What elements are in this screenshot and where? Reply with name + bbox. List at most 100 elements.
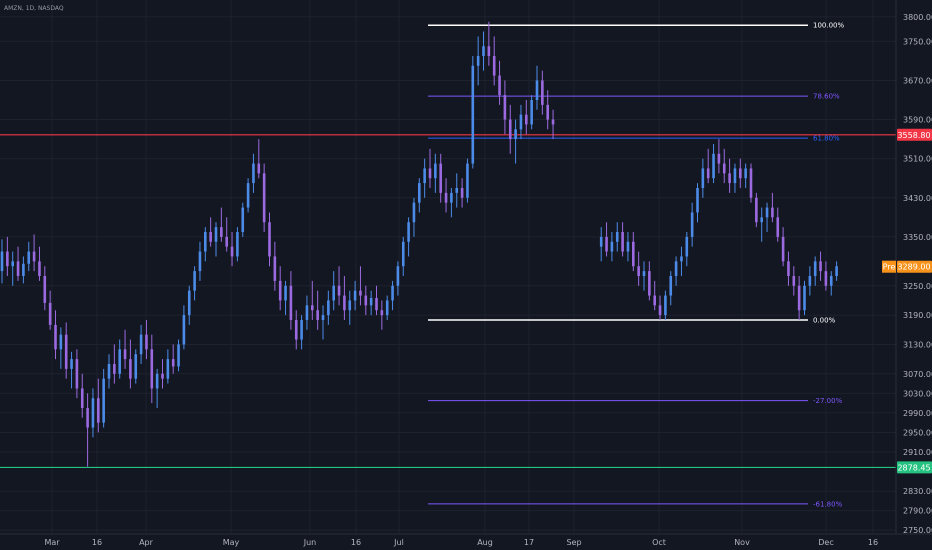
price-axis-tags: 3558.80 2878.45 Pre 3289.00 xyxy=(882,128,932,474)
candle-body xyxy=(54,324,57,350)
candle-body xyxy=(118,349,121,374)
grid-layer xyxy=(0,0,896,534)
candle-body xyxy=(257,163,261,174)
candle-body xyxy=(59,334,63,350)
candle-body xyxy=(739,168,742,179)
candle-body xyxy=(177,344,180,367)
y-tick-label: 3590.00 xyxy=(903,116,932,125)
candle-body xyxy=(487,46,491,56)
candle-body xyxy=(198,251,202,272)
candle-body xyxy=(535,80,539,100)
candle-body xyxy=(22,263,25,276)
candle-body xyxy=(262,173,266,223)
time-axis-ticks: Mar 16 Apr May Jun 16 Jul Aug 17 Sep Oct Nov Dec 16 xyxy=(44,538,878,547)
resistance-price-tag xyxy=(897,128,932,141)
candle-body xyxy=(327,300,330,316)
fib-level-label: 100.00% xyxy=(813,22,844,30)
candle-body xyxy=(412,202,416,223)
candle-body xyxy=(653,295,656,306)
candle-body xyxy=(781,236,785,262)
candle-body xyxy=(380,310,384,316)
candle-body xyxy=(284,285,287,301)
x-tick-label: Dec xyxy=(818,538,833,547)
candle-body xyxy=(16,261,20,276)
candle-body xyxy=(252,163,255,184)
candle-body xyxy=(150,349,154,389)
y-tick-label: 3670.00 xyxy=(903,76,932,85)
candle-body xyxy=(771,207,774,218)
candle-body xyxy=(305,305,309,320)
candle-body xyxy=(187,290,191,316)
candle-body xyxy=(171,359,175,367)
fibonacci-retracement[interactable]: 100.00% 78.60% 61.80% 0.00% -27.00% -61.80% xyxy=(428,22,844,509)
fib-level-label: -61.80% xyxy=(813,500,843,508)
candle-body xyxy=(337,285,341,296)
candle-body xyxy=(519,114,523,130)
candle-body xyxy=(690,212,694,237)
candle-body xyxy=(48,302,52,325)
candle-body xyxy=(246,183,250,208)
candle-body xyxy=(765,207,769,218)
y-tick-label: 3190.00 xyxy=(903,311,932,320)
candle-body xyxy=(514,129,517,140)
candle-body xyxy=(353,290,357,301)
x-tick-label: Oct xyxy=(652,538,666,547)
candle-body xyxy=(278,280,282,301)
fib-level-label: 0.00% xyxy=(813,317,836,325)
candle-body xyxy=(43,276,47,303)
candle-body xyxy=(332,285,335,301)
candle-body xyxy=(193,271,196,291)
candle-body xyxy=(615,232,619,242)
candle-body xyxy=(450,192,453,203)
candle-body xyxy=(605,236,608,252)
candle-body xyxy=(289,285,293,320)
candle-body xyxy=(434,163,437,179)
candle-body xyxy=(391,285,394,301)
y-tick-label: 3430.00 xyxy=(903,194,932,203)
candle-body xyxy=(824,271,828,286)
pre-market-badge xyxy=(882,260,896,273)
candle-body xyxy=(155,373,159,389)
candle-body xyxy=(706,168,710,179)
candle-body xyxy=(209,232,212,242)
candle-body xyxy=(241,207,245,232)
y-tick-label: 2750.00 xyxy=(903,526,932,535)
x-tick-label: Mar xyxy=(44,538,60,547)
candle-body xyxy=(471,65,475,164)
x-tick-label: 16 xyxy=(351,538,361,547)
candle-body xyxy=(166,359,170,379)
support-price-tag xyxy=(897,461,932,474)
candle-body xyxy=(348,300,352,311)
candle-body xyxy=(733,168,737,184)
candle-body xyxy=(273,256,277,281)
candle-body xyxy=(91,398,95,428)
candle-body xyxy=(401,241,405,267)
candle-body xyxy=(123,349,127,360)
candle-body xyxy=(64,334,68,369)
candle-body xyxy=(439,163,442,193)
candle-body xyxy=(407,222,410,242)
candle-body xyxy=(145,334,148,350)
y-tick-label: 2790.00 xyxy=(903,507,932,516)
time-axis-panel[interactable] xyxy=(0,534,932,550)
candle-body xyxy=(503,95,507,120)
candle-body xyxy=(423,168,426,184)
candle-body xyxy=(525,114,528,125)
candle-body xyxy=(102,378,105,423)
candle-body xyxy=(364,295,368,306)
candle-body xyxy=(728,173,731,184)
candle-body xyxy=(97,398,100,423)
candle-body xyxy=(648,271,651,296)
fib-level-label: -27.00% xyxy=(813,397,843,405)
y-tick-label: 3130.00 xyxy=(903,340,932,349)
candle-body xyxy=(776,217,780,237)
y-tick-label: 2950.00 xyxy=(903,428,932,437)
x-tick-label: Nov xyxy=(734,538,750,547)
candle-body xyxy=(6,251,9,267)
support-price-label: 2878.45 xyxy=(897,463,930,472)
y-tick-label: 3350.00 xyxy=(903,233,932,242)
x-tick-label: Jun xyxy=(303,538,317,547)
candle-body xyxy=(230,246,234,257)
